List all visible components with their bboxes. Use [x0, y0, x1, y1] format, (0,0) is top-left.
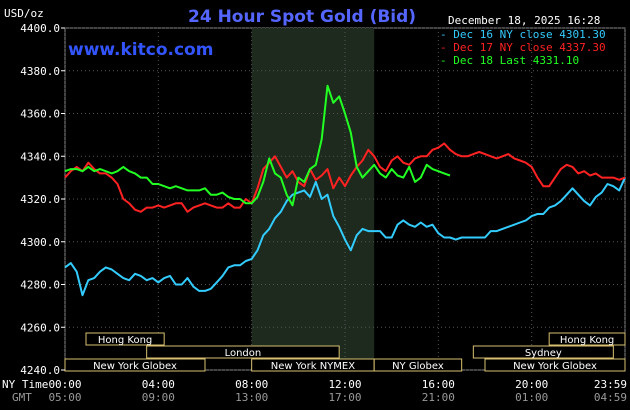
- x-tick-label-ny: 12:00: [328, 378, 361, 391]
- x-tick-label-ny: 00:00: [48, 378, 81, 391]
- y-tick-label: 4380.0: [20, 65, 60, 78]
- x-tick-label-gmt: 13:00: [235, 391, 268, 404]
- session-bar: New York Globex: [484, 358, 626, 372]
- session-bar: Sydney: [472, 345, 614, 359]
- brand-watermark: www.kitco.com: [68, 40, 213, 60]
- session-bar: London: [146, 345, 340, 359]
- chart-title: 24 Hour Spot Gold (Bid): [188, 7, 416, 27]
- nymex-highlight: [251, 28, 375, 370]
- y-tick-label: 4320.0: [20, 193, 60, 206]
- x-tick-label-ny: 23:59: [594, 378, 627, 391]
- y-tick-label: 4280.0: [20, 279, 60, 292]
- x-tick-label-ny: 08:00: [235, 378, 268, 391]
- legend-item-dec17: - Dec 17 NY close 4337.30: [440, 41, 606, 54]
- series-line-1: [64, 142, 626, 213]
- session-label: Hong Kong: [560, 335, 614, 346]
- axis-label-ny-time: NY Time: [2, 378, 48, 391]
- axis-label-gmt: GMT: [12, 391, 32, 404]
- y-tick-label: 4400.0: [20, 22, 60, 35]
- y-axis: 4400.0 4380.0 4360.0 4340.0 4320.0 4300.0 4280…: [20, 22, 65, 377]
- market-sessions: Hong Kong Hong Kong London Sydney New York G…: [64, 332, 626, 372]
- session-bar: Hong Kong: [85, 332, 165, 346]
- legend-item-dec18: - Dec 18 Last 4331.10: [440, 54, 579, 67]
- session-label: New York NYMEX: [271, 361, 356, 372]
- legend: - Dec 16 NY close 4301.30 - Dec 17 NY cl…: [440, 28, 606, 67]
- session-label: NY Globex: [392, 361, 444, 372]
- x-tick-label-gmt: 09:00: [142, 391, 175, 404]
- y-tick-label: 4300.0: [20, 236, 60, 249]
- session-box: [548, 332, 626, 346]
- x-tick-label-ny: 04:00: [142, 378, 175, 391]
- x-tick-label-gmt: 17:00: [328, 391, 361, 404]
- session-box: [472, 345, 614, 359]
- y-tick-label: 4360.0: [20, 108, 60, 121]
- x-tick-label-gmt: 01:00: [515, 391, 548, 404]
- session-box: [146, 345, 340, 359]
- x-tick-label-ny: 16:00: [422, 378, 455, 391]
- session-box: [373, 358, 463, 372]
- session-label: London: [225, 348, 262, 359]
- x-tick-label-ny: 20:00: [515, 378, 548, 391]
- y-tick-label: 4260.0: [20, 321, 60, 334]
- series-line-2: [64, 84, 451, 207]
- session-label: Sydney: [525, 348, 562, 359]
- units-label: USD/oz: [4, 7, 44, 20]
- timestamp: December 18, 2025 16:28: [448, 14, 600, 27]
- session-bar: New York NYMEX: [251, 358, 375, 372]
- session-bar: New York Globex: [64, 358, 206, 372]
- series-lines: [64, 84, 626, 297]
- x-tick-label-gmt: 05:00: [48, 391, 81, 404]
- x-tick-label-gmt: 21:00: [422, 391, 455, 404]
- session-label: New York Globex: [93, 361, 177, 372]
- session-box: [484, 358, 626, 372]
- session-bar: Hong Kong: [548, 332, 626, 346]
- y-tick-label: 4240.0: [20, 364, 60, 377]
- session-box: [64, 358, 206, 372]
- series-line-0: [64, 177, 626, 297]
- session-bar: NY Globex: [373, 358, 463, 372]
- session-label: Hong Kong: [98, 335, 152, 346]
- x-tick-label-gmt: 04:59: [594, 391, 627, 404]
- session-box: [85, 332, 165, 346]
- session-label: New York Globex: [513, 361, 597, 372]
- legend-item-dec16: - Dec 16 NY close 4301.30: [440, 28, 606, 41]
- y-tick-label: 4340.0: [20, 150, 60, 163]
